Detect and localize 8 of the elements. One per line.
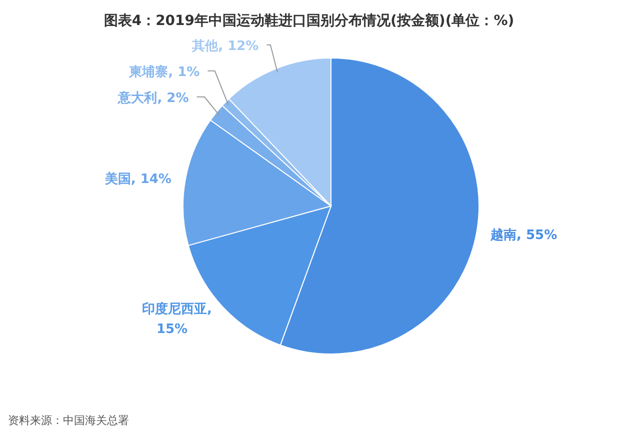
text: 资料来源：中国海关总署 (8, 414, 129, 427)
chart-title: 图表4：2019年中国运动鞋进口国别分布情况(按金额)(单位：%) (104, 12, 514, 29)
slice-label: 美国, 14% (104, 170, 172, 187)
slice-label: 意大利, 2% (117, 90, 189, 106)
slice-label: 其他, 12% (191, 38, 259, 54)
slice-label: 印度尼西亚, 15% (142, 300, 212, 337)
slice-label: 柬埔寨, 1% (128, 64, 200, 80)
slice-label: 越南, 55% (490, 228, 558, 244)
